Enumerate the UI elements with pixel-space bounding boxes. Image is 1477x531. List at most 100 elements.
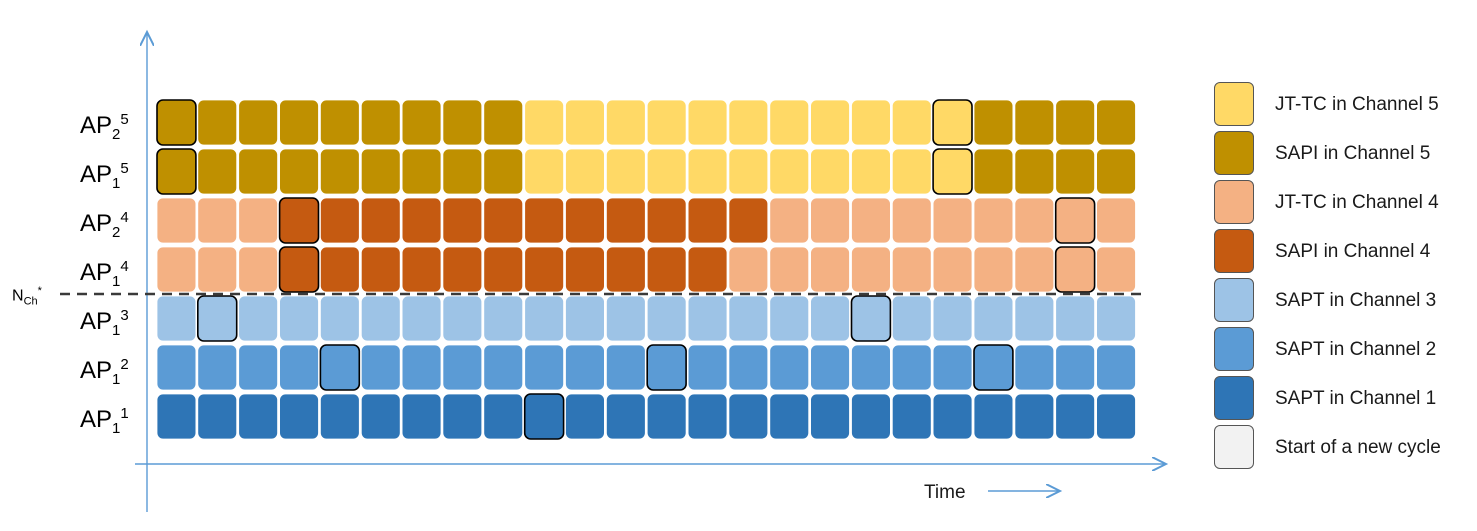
cell <box>197 148 238 195</box>
cell <box>483 295 524 342</box>
row-label-sub: 1 <box>112 174 121 192</box>
cell <box>524 344 565 391</box>
cell <box>769 393 810 440</box>
cell <box>606 295 646 342</box>
cell-cycle-start <box>319 344 361 391</box>
cell <box>810 393 850 440</box>
cell <box>483 99 524 146</box>
cell <box>687 197 728 244</box>
row-label-base: AP <box>80 406 113 433</box>
cell <box>319 246 360 293</box>
cell <box>565 295 605 342</box>
cell <box>728 246 769 293</box>
cell <box>238 246 278 293</box>
cell <box>238 393 278 440</box>
cell-cycle-start <box>523 393 565 440</box>
cell <box>646 295 687 342</box>
cell <box>606 148 646 195</box>
cell <box>769 295 810 342</box>
row-label-sub: 1 <box>112 272 121 290</box>
cell-cycle-start <box>850 295 892 342</box>
cell <box>606 246 646 293</box>
legend-label: SAPI in Channel 4 <box>1275 241 1431 262</box>
x-axis-label: Time <box>924 482 966 503</box>
row-label-base: AP <box>80 308 113 335</box>
cell <box>319 295 360 342</box>
cell <box>360 344 401 391</box>
cell <box>565 393 605 440</box>
cell <box>728 393 769 440</box>
cell <box>401 197 442 244</box>
cell <box>238 197 278 244</box>
legend-swatch <box>1214 131 1254 175</box>
cell <box>1014 197 1055 244</box>
cell <box>851 197 891 244</box>
cell <box>360 99 401 146</box>
cell <box>1096 295 1136 342</box>
cell <box>687 393 728 440</box>
threshold-label: NCh* <box>12 286 42 308</box>
cell <box>810 295 850 342</box>
cell <box>401 99 442 146</box>
row-label-sup: 5 <box>120 160 129 177</box>
cell <box>483 344 524 391</box>
cell <box>238 295 278 342</box>
cell <box>442 148 483 195</box>
cell <box>156 295 197 342</box>
cell <box>973 197 1014 244</box>
cell <box>728 295 769 342</box>
cell <box>769 246 810 293</box>
threshold-label-sup: * <box>37 285 42 297</box>
cell <box>483 197 524 244</box>
row-label-sup: 4 <box>120 258 129 275</box>
row-label-sup: 4 <box>120 209 129 226</box>
cell <box>442 99 483 146</box>
cell <box>524 295 565 342</box>
cell <box>891 246 932 293</box>
row-label-sub: 1 <box>112 321 121 339</box>
cell <box>238 99 278 146</box>
row-label-sub: 2 <box>112 125 121 143</box>
cell <box>238 148 278 195</box>
cell <box>728 197 769 244</box>
cell <box>1055 295 1095 342</box>
cell <box>810 344 850 391</box>
cell <box>973 246 1014 293</box>
cell <box>319 99 360 146</box>
cell <box>851 148 891 195</box>
cell <box>1055 148 1095 195</box>
cell <box>524 197 565 244</box>
cell <box>319 393 360 440</box>
cell <box>851 99 891 146</box>
cell <box>769 99 810 146</box>
cell <box>442 197 483 244</box>
cell <box>1014 99 1055 146</box>
legend-label: Start of a new cycle <box>1275 437 1441 458</box>
cell <box>932 197 973 244</box>
cell <box>646 393 687 440</box>
legend-swatch <box>1214 376 1254 420</box>
cell <box>687 344 728 391</box>
cell <box>646 148 687 195</box>
cell <box>973 393 1014 440</box>
threshold-label-base: N <box>12 287 24 305</box>
cell <box>646 99 687 146</box>
legend-label: SAPT in Channel 2 <box>1275 339 1437 360</box>
cell <box>932 344 973 391</box>
cell <box>932 393 973 440</box>
row-label-base: AP <box>80 259 113 286</box>
row-label-sup: 5 <box>120 111 129 128</box>
cell-cycle-start <box>156 99 197 146</box>
legend-label: JT-TC in Channel 5 <box>1275 94 1439 115</box>
cell <box>279 344 319 391</box>
cell <box>769 197 810 244</box>
cell <box>1055 99 1095 146</box>
cell <box>973 295 1014 342</box>
legend-label: JT-TC in Channel 4 <box>1275 192 1439 213</box>
cell <box>932 295 973 342</box>
cell <box>891 148 932 195</box>
cell-cycle-start <box>278 197 320 244</box>
row-label-sup: 2 <box>120 356 129 373</box>
cell <box>442 393 483 440</box>
legend-swatch <box>1214 229 1254 273</box>
